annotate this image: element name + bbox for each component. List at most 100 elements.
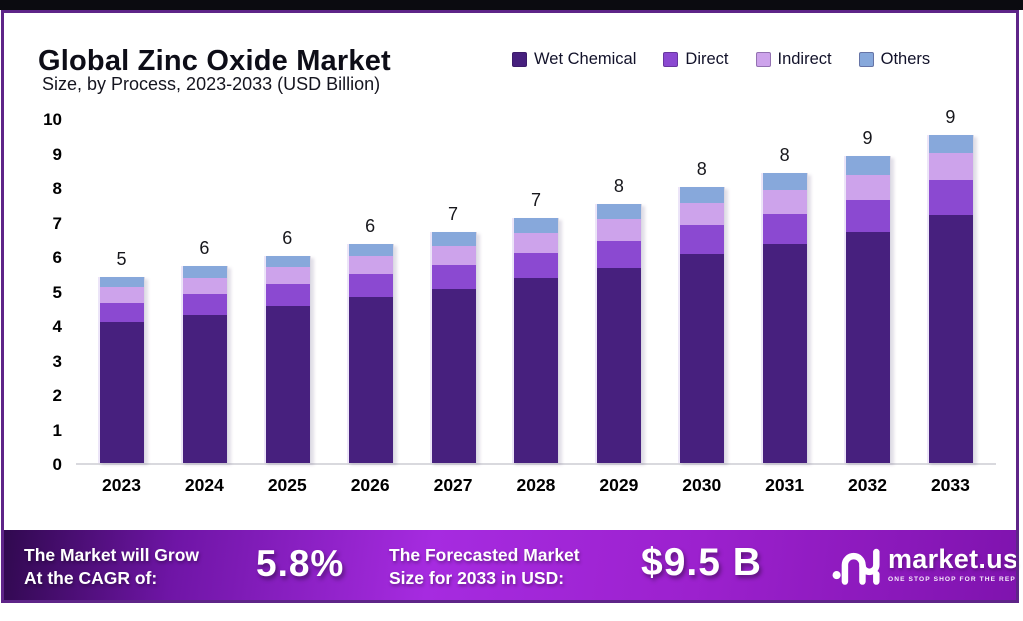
stacked-bar bbox=[844, 155, 892, 463]
bar-total-label: 6 bbox=[282, 228, 293, 249]
bar-segment-others bbox=[928, 135, 973, 154]
legend-label: Direct bbox=[685, 50, 729, 68]
forecast-value: $9.5 B bbox=[641, 541, 762, 584]
bar-segment-wet-chemical bbox=[182, 314, 227, 463]
bar-segment-others bbox=[680, 187, 725, 203]
legend-item-indirect: Indirect bbox=[755, 50, 832, 69]
bar-segment-direct bbox=[763, 213, 808, 244]
marketus-logo: market.us ONE STOP SHOP FOR THE REPORTS bbox=[832, 542, 1023, 586]
stacked-bar bbox=[512, 218, 560, 463]
bar-total-label: 7 bbox=[448, 203, 459, 224]
bar-segment-wet-chemical bbox=[431, 288, 476, 463]
legend-swatch bbox=[755, 52, 771, 67]
bar-segment-others bbox=[348, 243, 393, 257]
bar-segment-indirect bbox=[182, 277, 227, 294]
legend-label: Wet Chemical bbox=[534, 50, 637, 68]
forecast-caption: The Forecasted Market Size for 2033 in U… bbox=[389, 544, 580, 590]
bar-segment-indirect bbox=[763, 189, 808, 214]
bar-segment-wet-chemical bbox=[846, 231, 891, 463]
bars-container: 5 2023 6 2024 6 2025 6 2026 7 2027 7 2028 8 2029 8 2030… bbox=[98, 108, 974, 495]
bar-group-2029: 8 2029 bbox=[595, 176, 643, 495]
stacked-bar bbox=[180, 266, 228, 463]
x-tick-label: 2026 bbox=[350, 475, 390, 495]
legend-label: Indirect bbox=[777, 50, 832, 68]
legend-item-wet-chemical: Wet Chemical bbox=[512, 50, 636, 69]
bar-group-2033: 9 2033 bbox=[926, 107, 974, 495]
bar-segment-others bbox=[431, 231, 476, 246]
x-tick-label: 2023 bbox=[102, 475, 141, 495]
bar-total-label: 8 bbox=[696, 159, 707, 180]
bar-group-2024: 6 2024 bbox=[180, 238, 228, 495]
stacked-bar bbox=[595, 204, 643, 463]
bar-total-label: 6 bbox=[365, 215, 376, 236]
x-tick-label: 2028 bbox=[516, 475, 556, 495]
bar-segment-wet-chemical bbox=[348, 297, 393, 463]
stacked-bar bbox=[678, 187, 726, 463]
bar-segment-direct bbox=[431, 264, 476, 289]
stacked-bar bbox=[263, 256, 311, 463]
bar-total-label: 6 bbox=[199, 238, 210, 259]
bar-group-2030: 8 2030 bbox=[678, 159, 726, 495]
bar-group-2026: 6 2026 bbox=[346, 215, 394, 495]
bar-segment-wet-chemical bbox=[597, 268, 642, 463]
bar-segment-indirect bbox=[348, 256, 393, 275]
stacked-bar bbox=[761, 173, 809, 463]
y-axis: 0 1 2 3 4 5 6 7 8 9 10 bbox=[43, 110, 62, 474]
bar-group-2031: 8 2031 bbox=[761, 145, 809, 495]
stacked-bar bbox=[429, 231, 477, 463]
x-tick-label: 2027 bbox=[433, 475, 473, 495]
bar-total-label: 7 bbox=[530, 190, 541, 211]
bar-segment-indirect bbox=[680, 202, 725, 226]
bar-segment-direct bbox=[265, 284, 310, 307]
bar-segment-direct bbox=[928, 180, 973, 215]
bar-segment-indirect bbox=[928, 153, 973, 181]
bar-segment-indirect bbox=[597, 219, 642, 241]
legend-item-others: Others bbox=[858, 50, 930, 69]
bar-segment-indirect bbox=[846, 174, 891, 200]
bar-total-label: 8 bbox=[779, 145, 790, 166]
bar-segment-direct bbox=[680, 225, 725, 255]
bar-segment-wet-chemical bbox=[928, 214, 973, 463]
chart-legend: Wet Chemical Direct Indirect Others bbox=[512, 50, 930, 69]
bar-segment-others bbox=[514, 218, 559, 233]
bar-total-label: 8 bbox=[613, 176, 624, 197]
x-tick-label: 2031 bbox=[765, 475, 805, 495]
bar-segment-wet-chemical bbox=[763, 243, 808, 463]
bar-group-2025: 6 2025 bbox=[263, 228, 311, 495]
cagr-caption-line2: At the CAGR of: bbox=[24, 567, 158, 588]
cagr-value: 5.8% bbox=[256, 543, 345, 584]
bar-segment-indirect bbox=[100, 287, 144, 303]
bar-total-label: 5 bbox=[116, 248, 127, 269]
bar-segment-direct bbox=[846, 199, 891, 232]
legend-swatch bbox=[663, 52, 679, 67]
bar-segment-direct bbox=[182, 293, 227, 315]
bar-group-2023: 5 2023 bbox=[98, 248, 145, 495]
bar-segment-others bbox=[846, 155, 891, 175]
marketus-logo-text: market.us bbox=[888, 543, 1019, 574]
bar-segment-wet-chemical bbox=[680, 254, 725, 463]
legend-swatch bbox=[858, 52, 874, 67]
cagr-caption: The Market will Grow At the CAGR of: bbox=[24, 544, 199, 590]
x-tick-label: 2033 bbox=[930, 475, 970, 495]
legend-item-direct: Direct bbox=[663, 50, 729, 69]
marketus-logo-tagline: ONE STOP SHOP FOR THE REPORTS bbox=[888, 575, 1023, 583]
bar-total-label: 9 bbox=[945, 107, 956, 128]
x-tick-label: 2024 bbox=[184, 475, 224, 495]
bar-segment-others bbox=[597, 204, 642, 220]
bar-group-2028: 7 2028 bbox=[512, 190, 560, 495]
x-tick-label: 2030 bbox=[682, 475, 722, 495]
bar-segment-direct bbox=[348, 274, 393, 298]
x-tick-label: 2025 bbox=[267, 475, 307, 495]
marketus-logo-icon bbox=[832, 548, 880, 585]
stacked-bar bbox=[346, 243, 394, 463]
plot-area: 5 2023 6 2024 6 2025 6 2026 7 2027 7 2028 8 2029 8 2030… bbox=[76, 108, 996, 495]
x-tick-label: 2029 bbox=[599, 475, 639, 495]
legend-swatch bbox=[512, 52, 527, 67]
bar-segment-indirect bbox=[431, 245, 476, 265]
bar-segment-direct bbox=[597, 240, 642, 269]
bar-segment-wet-chemical bbox=[265, 306, 310, 463]
bottom-banner: The Market will Grow At the CAGR of: 5.8… bbox=[4, 530, 1023, 600]
top-edge-strip bbox=[0, 0, 1023, 10]
stacked-bar-chart: 0 1 2 3 4 5 6 7 8 9 10 5 2023 6 2024 6 2025 6 2026 7 2027 7 2… bbox=[36, 108, 1004, 495]
bar-group-2027: 7 2027 bbox=[429, 203, 477, 495]
